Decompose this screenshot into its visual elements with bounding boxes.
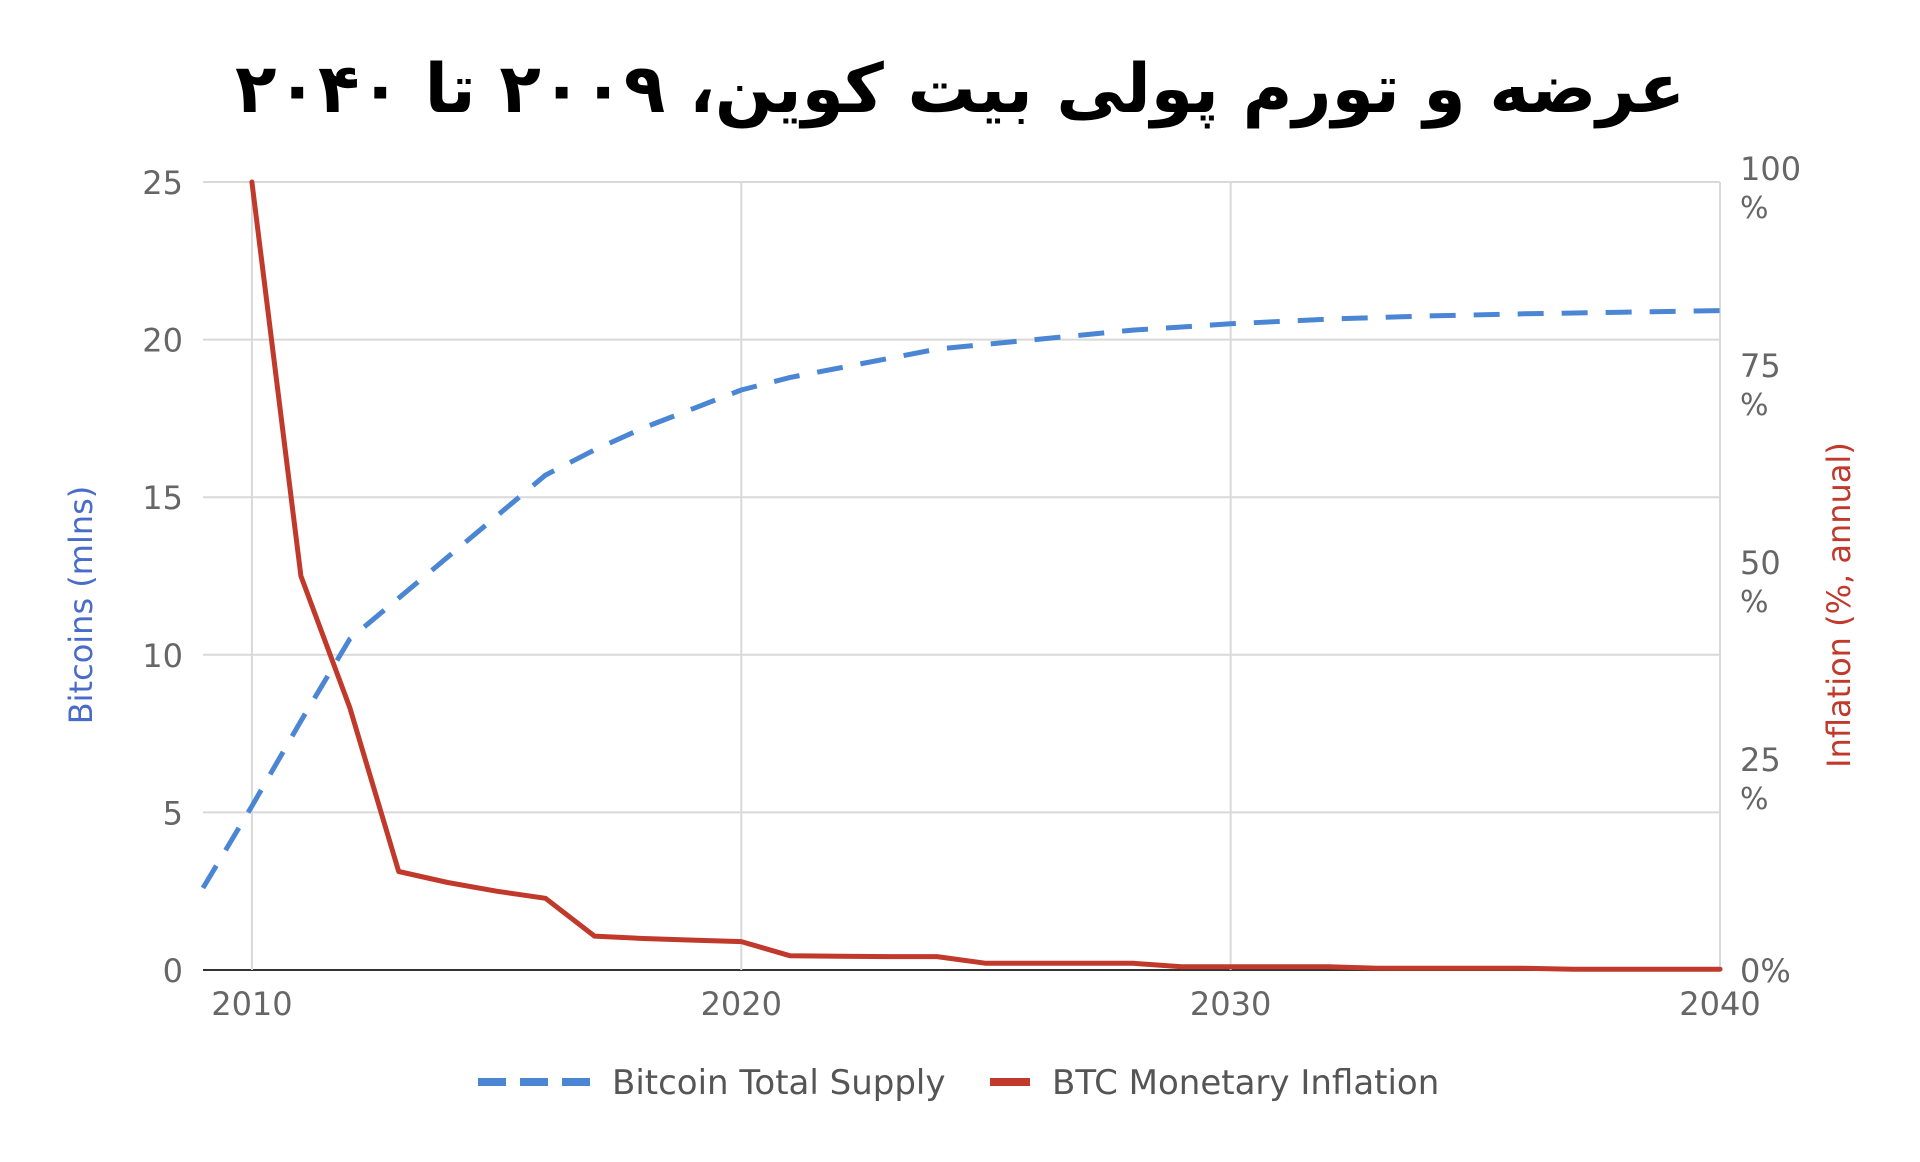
chart-title: عرضه و تورم پولی بیت کوین، ۲۰۰۹ تا ۲۰۴۰ [235, 50, 1685, 129]
y-tick-unit-right: % [1740, 388, 1769, 423]
x-tick-label: 2020 [701, 985, 782, 1023]
y-axis-label-left: Bitcoins (mlns) [62, 486, 100, 725]
y-tick-label-right: 75 [1740, 347, 1781, 385]
y-tick-label-right: 0% [1740, 952, 1791, 990]
y-tick-label-right: 100 [1740, 150, 1801, 188]
x-tick-label: 2010 [211, 985, 292, 1023]
y-tick-unit-right: % [1740, 585, 1769, 620]
series-layer [200, 179, 1723, 972]
y-tick-unit-right: % [1740, 782, 1769, 817]
x-tick-label: 2040 [1679, 985, 1760, 1023]
y-tick-unit-right: % [1740, 191, 1769, 226]
series-line-supply [200, 308, 1721, 890]
y-tick-label-left: 20 [142, 322, 183, 360]
y-tick-label-right: 25 [1740, 741, 1781, 779]
y-tick-label-left: 5 [163, 794, 183, 832]
series-line-inflation [249, 179, 1723, 972]
y-tick-label-left: 10 [142, 637, 183, 675]
y-tick-label-left: 15 [142, 479, 183, 517]
legend-label-supply: Bitcoin Total Supply [612, 1063, 945, 1103]
y-tick-label-right: 50 [1740, 544, 1781, 582]
legend: Bitcoin Total Supply BTC Monetary Inflati… [478, 1063, 1439, 1103]
x-tick-label: 2030 [1190, 985, 1271, 1023]
grid-layer [203, 181, 1721, 971]
y-tick-label-left: 25 [142, 164, 183, 202]
y-axis-label-right: Inflation (%, annual) [1820, 442, 1858, 768]
legend-label-inflation: BTC Monetary Inflation [1052, 1063, 1439, 1103]
y-tick-label-left: 0 [163, 952, 183, 990]
